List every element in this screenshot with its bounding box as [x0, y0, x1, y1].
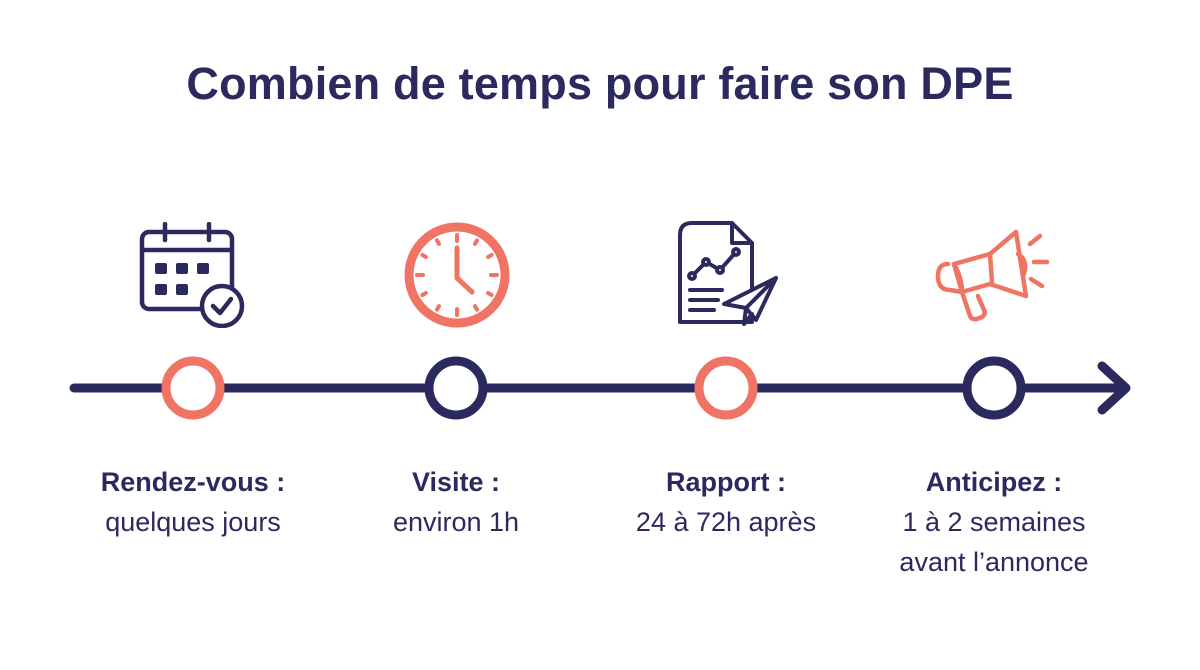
step-marker-3	[694, 356, 758, 420]
step-3-heading: Rapport :	[666, 467, 786, 497]
step-2-detail: environ 1h	[392, 507, 520, 537]
step-3-label: Rapport : 24 à 72h après	[576, 462, 876, 542]
step-2-label: Visite : environ 1h	[306, 462, 606, 542]
step-1-label: Rendez-vous : quelques jours	[43, 462, 343, 542]
step-3-detail: 24 à 72h après	[635, 507, 817, 537]
step-2-heading: Visite :	[411, 467, 501, 497]
step-marker-2	[424, 356, 488, 420]
step-4-heading: Anticipez :	[925, 467, 1063, 497]
step-4-detail-line-2: avant l’annonce	[899, 547, 1089, 577]
step-4-detail-line-1: 1 à 2 semaines	[902, 507, 1086, 537]
report-send-icon	[672, 218, 782, 330]
calendar-check-icon	[136, 222, 250, 328]
step-marker-1	[161, 356, 225, 420]
page-title: Combien de temps pour faire son DPE	[186, 58, 1014, 109]
step-1-detail: quelques jours	[105, 507, 281, 537]
clock-icon	[402, 220, 512, 330]
step-4-label: Anticipez : 1 à 2 semaines avant l’annon…	[844, 462, 1144, 582]
megaphone-icon	[932, 224, 1056, 324]
step-1-heading: Rendez-vous :	[100, 467, 286, 497]
step-marker-4	[962, 356, 1026, 420]
arrowhead	[1097, 361, 1131, 415]
